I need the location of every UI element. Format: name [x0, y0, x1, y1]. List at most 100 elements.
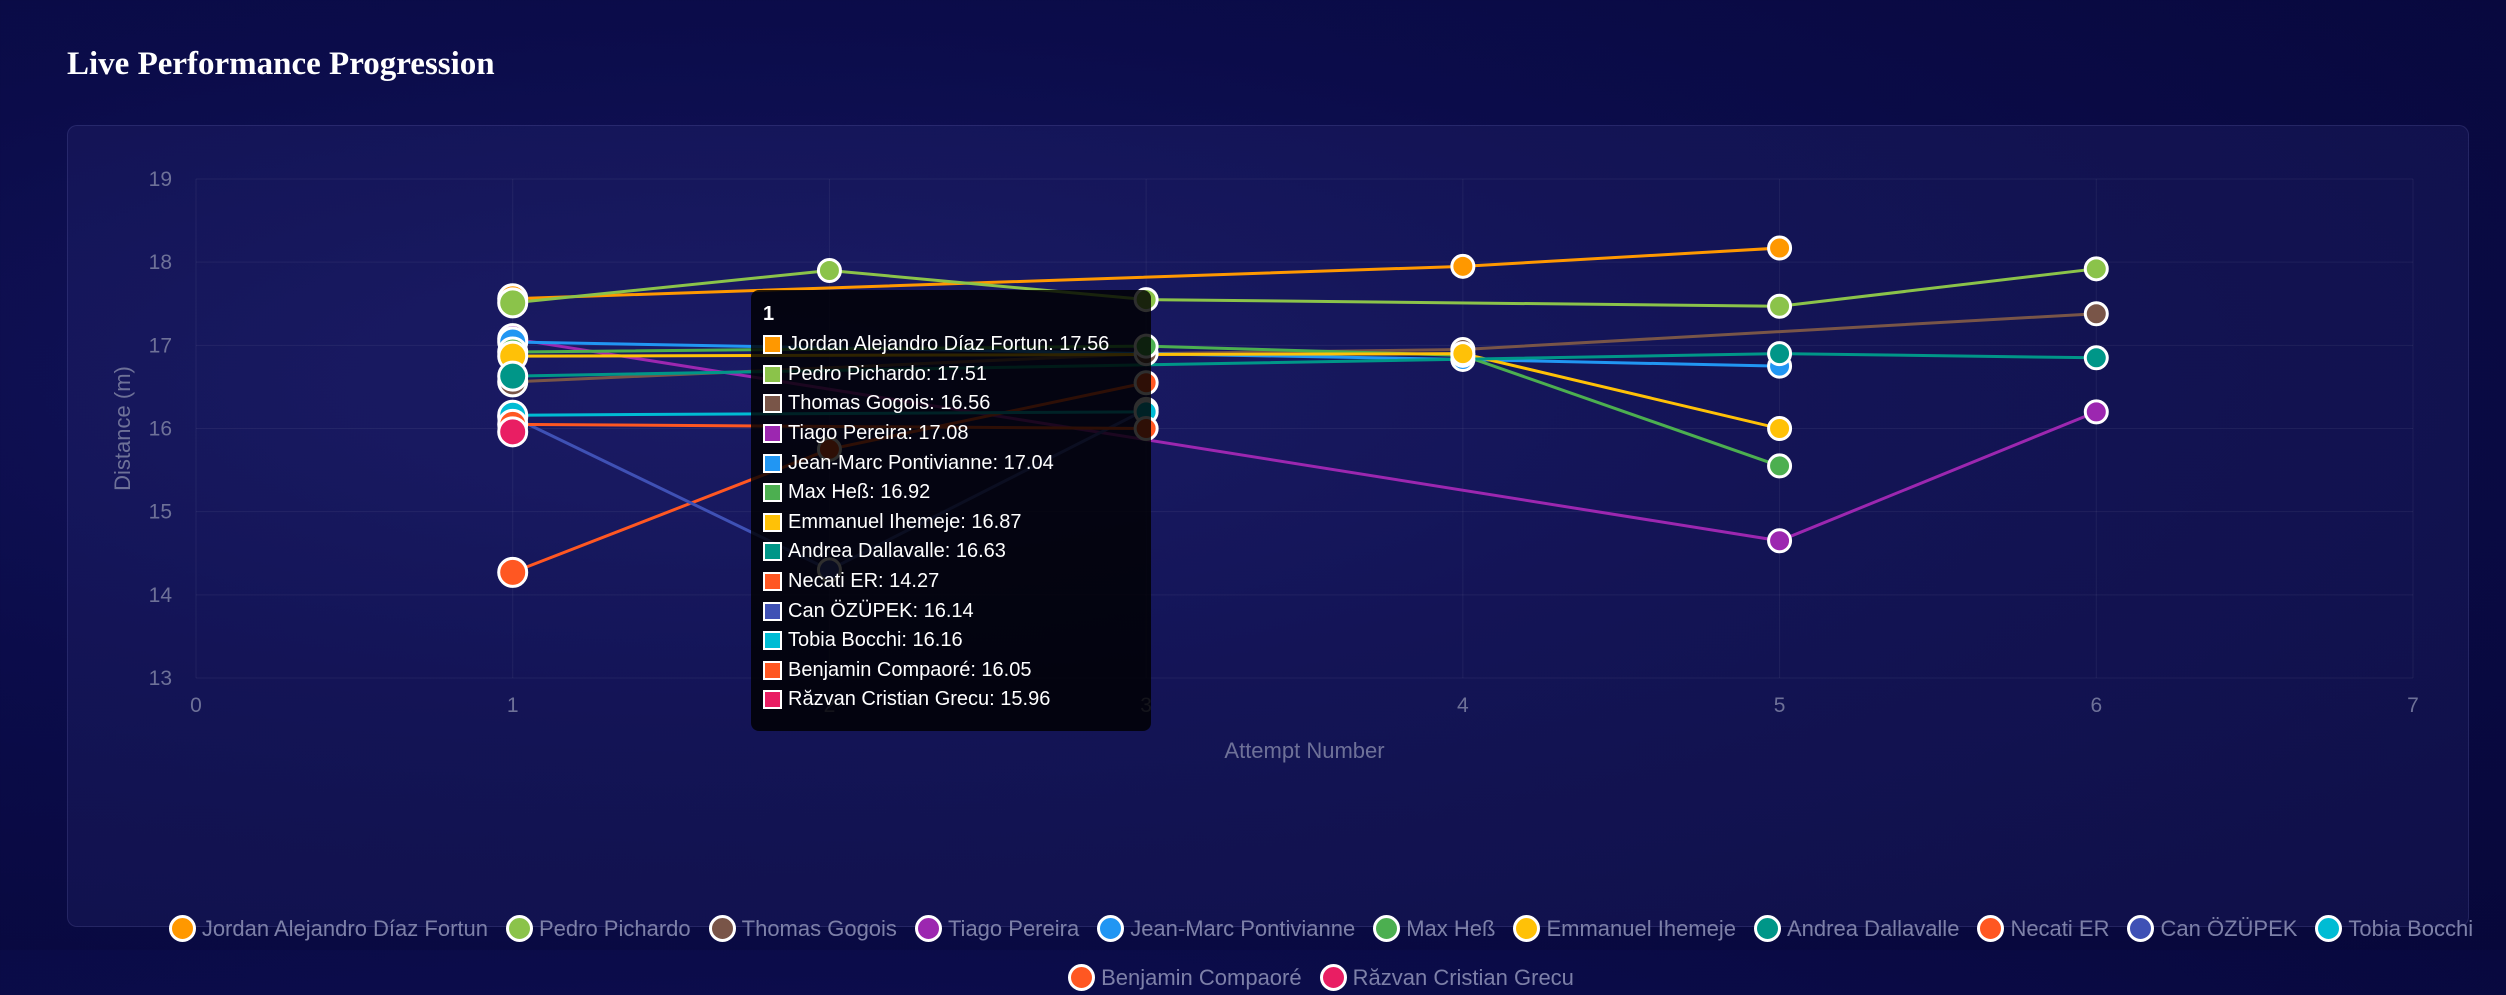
tooltip-title: 1: [763, 303, 775, 325]
tooltip-swatch: [763, 660, 782, 680]
line-chart[interactable]: 1314151617181901234567Attempt NumberDist…: [68, 126, 2468, 926]
legend-swatch: [2127, 915, 2155, 942]
tooltip-row-text: Jean-Marc Pontivianne: 17.04: [788, 451, 1054, 474]
legend-swatch: [505, 915, 533, 942]
data-point[interactable]: [497, 360, 529, 392]
legend-label: Tiago Pereira: [947, 915, 1080, 941]
legend-swatch: [1097, 915, 1125, 942]
tooltip-row: Tobia Bocchi: 16.16: [763, 626, 1139, 656]
chart-tooltip: 1 Jordan Alejandro Díaz Fortun: 17.56 Ped…: [751, 290, 1151, 731]
tooltip-row: Pedro Pichardo: 17.51: [763, 360, 1139, 390]
tooltip-row: Can ÖZÜPEK: 16.14: [763, 596, 1139, 626]
tooltip-row-text: Răzvan Cristian Grecu: 15.96: [788, 688, 1051, 711]
tooltip-swatch: [763, 335, 782, 355]
tooltip-row: Jean-Marc Pontivianne: 17.04: [763, 448, 1139, 478]
tooltip-swatch: [763, 690, 782, 710]
tooltip-row-text: Pedro Pichardo: 17.51: [788, 362, 988, 385]
legend-swatch: [1513, 915, 1541, 942]
tooltip-row-text: Can ÖZÜPEK: 16.14: [788, 599, 974, 622]
data-point[interactable]: [2083, 301, 2109, 327]
tooltip-swatch: [763, 512, 782, 532]
data-point[interactable]: [497, 416, 529, 448]
tooltip-swatch: [763, 601, 782, 621]
data-point[interactable]: [816, 257, 842, 283]
tooltip-row: Max Heß: 16.92: [763, 478, 1139, 508]
tooltip-row: Thomas Gogois: 16.56: [763, 389, 1139, 419]
data-point[interactable]: [2083, 256, 2109, 282]
gridlines: [195, 178, 2414, 679]
chart-card: 1314151617181901234567Attempt NumberDist…: [67, 125, 2473, 991]
x-tick-label: 0: [190, 694, 202, 717]
legend-label: Necati ER: [2010, 915, 2110, 941]
y-axis-label: Distance (m): [110, 366, 135, 491]
x-tick-label: 4: [1457, 694, 1469, 717]
legend-label: Emmanuel Ihemeje: [1546, 915, 1736, 941]
y-tick-label: 16: [149, 418, 172, 441]
page-title: Live Performance Progression: [67, 46, 495, 82]
data-point[interactable]: [497, 556, 529, 588]
data-point[interactable]: [1450, 341, 1476, 367]
x-tick-label: 7: [2407, 694, 2419, 717]
legend-item[interactable]: Tobia Bocchi: [2315, 911, 2473, 946]
legend-item[interactable]: Benjamin Compaoré: [1068, 960, 1302, 995]
tooltip-row: Tiago Pereira: 17.08: [763, 419, 1139, 449]
y-tick-label: 15: [149, 501, 172, 524]
legend-item[interactable]: Jordan Alejandro Díaz Fortun: [168, 911, 488, 946]
legend-swatch: [1977, 915, 2005, 942]
data-point[interactable]: [1450, 253, 1476, 279]
legend-swatch: [1754, 915, 1781, 942]
legend-swatch: [2315, 915, 2343, 942]
tooltip-rows: Jordan Alejandro Díaz Fortun: 17.56 Pedro…: [763, 330, 1139, 715]
tooltip-row: Benjamin Compaoré: 16.05: [763, 656, 1139, 686]
axes: 1314151617181901234567Attempt NumberDist…: [110, 168, 2419, 763]
legend-item[interactable]: Jean-Marc Pontivianne: [1097, 911, 1355, 946]
legend-swatch: [914, 915, 942, 942]
legend-label: Andrea Dallavalle: [1787, 915, 1960, 941]
legend-label: Tobia Bocchi: [2348, 915, 2474, 941]
legend-item[interactable]: Max Heß: [1373, 911, 1495, 946]
legend-item[interactable]: Pedro Pichardo: [505, 911, 691, 946]
legend-swatch: [1319, 964, 1347, 991]
x-tick-label: 6: [2090, 694, 2102, 717]
tooltip-row-text: Thomas Gogois: 16.56: [788, 392, 991, 415]
tooltip-row: Răzvan Cristian Grecu: 15.96: [763, 685, 1139, 715]
data-point[interactable]: [1767, 235, 1793, 261]
data-point[interactable]: [497, 287, 529, 319]
legend-item[interactable]: Can ÖZÜPEK: [2127, 911, 2297, 946]
y-tick-label: 17: [149, 334, 172, 357]
legend-item[interactable]: Andrea Dallavalle: [1754, 911, 1959, 946]
y-tick-label: 14: [149, 584, 173, 607]
tooltip-swatch: [763, 424, 782, 444]
data-point[interactable]: [1767, 528, 1793, 554]
x-tick-label: 5: [1774, 694, 1786, 717]
data-point[interactable]: [2083, 399, 2109, 425]
tooltip-swatch: [763, 572, 782, 592]
legend-label: Benjamin Compaoré: [1101, 964, 1302, 990]
legend-label: Max Heß: [1406, 915, 1496, 941]
legend-swatch: [1373, 915, 1401, 942]
data-point[interactable]: [1767, 453, 1793, 479]
tooltip-row-text: Tiago Pereira: 17.08: [788, 422, 969, 445]
tooltip-swatch: [763, 453, 782, 473]
y-tick-label: 18: [149, 251, 172, 274]
data-point[interactable]: [1767, 293, 1793, 319]
data-point[interactable]: [1767, 416, 1793, 441]
data-point[interactable]: [1767, 341, 1793, 367]
legend-item[interactable]: Emmanuel Ihemeje: [1513, 911, 1736, 946]
legend-label: Thomas Gogois: [741, 915, 897, 941]
tooltip-row: Emmanuel Ihemeje: 16.87: [763, 508, 1139, 538]
legend-item[interactable]: Răzvan Cristian Grecu: [1319, 960, 1574, 995]
data-point[interactable]: [2083, 345, 2109, 371]
tooltip-row: Jordan Alejandro Díaz Fortun: 17.56: [763, 330, 1139, 360]
legend-item[interactable]: Thomas Gogois: [708, 911, 897, 946]
x-tick-label: 1: [507, 694, 519, 717]
legend-label: Can ÖZÜPEK: [2160, 915, 2298, 941]
legend-label: Răzvan Cristian Grecu: [1352, 964, 1574, 990]
legend-item[interactable]: Tiago Pereira: [914, 911, 1080, 946]
legend-label: Jordan Alejandro Díaz Fortun: [201, 915, 488, 941]
y-tick-label: 13: [149, 667, 172, 690]
tooltip-swatch: [763, 364, 782, 384]
legend-label: Jean-Marc Pontivianne: [1130, 915, 1356, 941]
legend-item[interactable]: Necati ER: [1977, 911, 2109, 946]
legend-label: Pedro Pichardo: [538, 915, 691, 941]
